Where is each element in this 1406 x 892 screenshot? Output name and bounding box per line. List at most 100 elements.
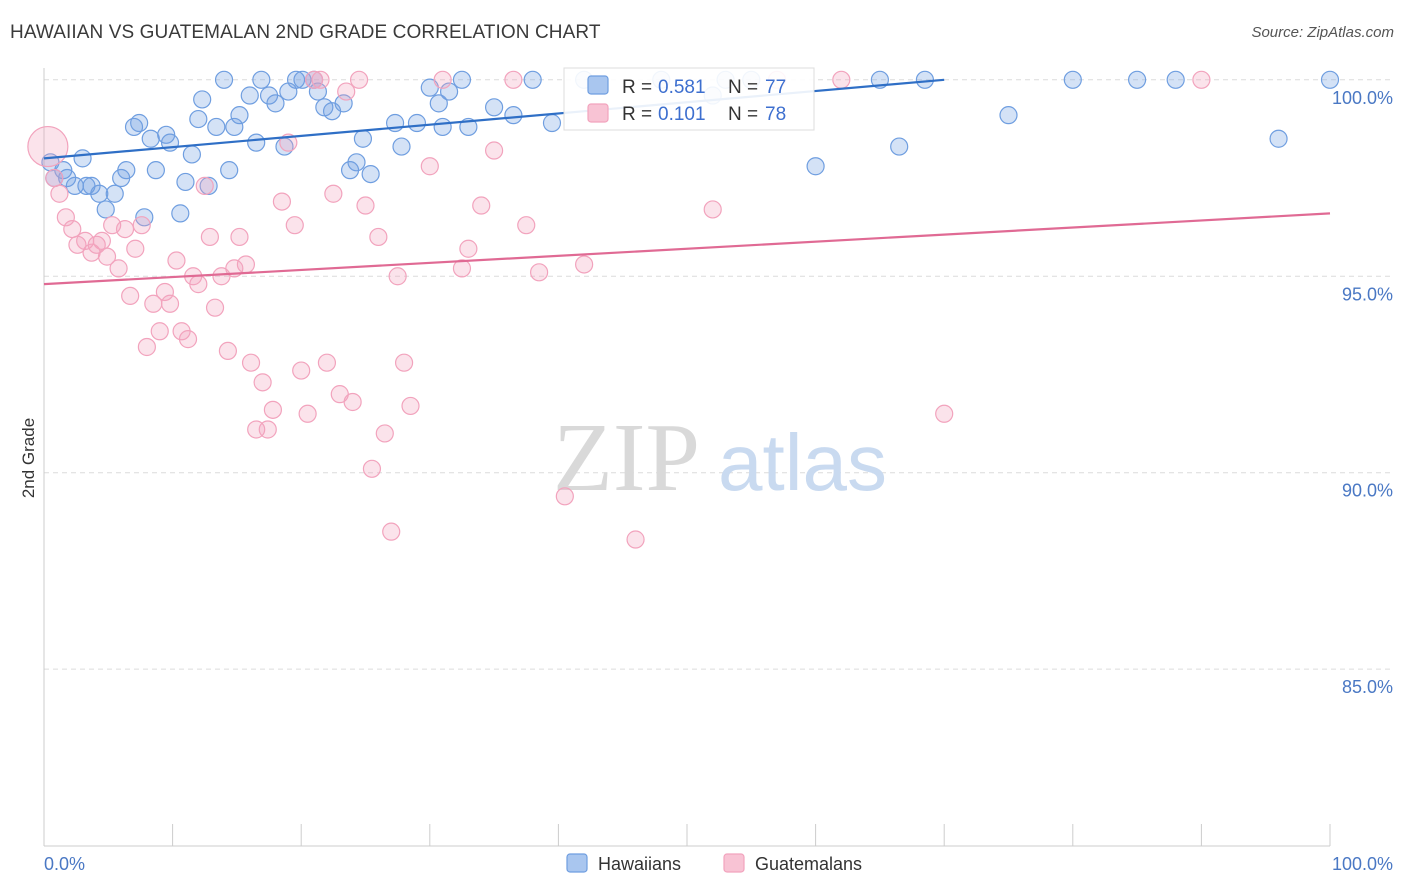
guatemalan-point-20 xyxy=(155,282,174,302)
hawaiian-point-7 xyxy=(82,176,101,195)
stats-n-label-guatemalans: N = xyxy=(728,104,758,125)
hawaiian-point-58 xyxy=(485,98,504,117)
guatemalan-point-58 xyxy=(388,267,407,286)
guatemalan-point-27 xyxy=(195,176,214,195)
guatemalan-point-48 xyxy=(324,184,343,203)
guatemalan-point-71 xyxy=(575,255,594,274)
watermark: ZIP atlas xyxy=(553,404,887,512)
guatemalan-point-26 xyxy=(189,275,208,294)
hawaiian-point-3 xyxy=(58,168,77,188)
hawaiian-point-14 xyxy=(130,113,149,133)
legend-swatch-hawaiians[interactable] xyxy=(566,853,588,873)
legend-swatch-guatemalans[interactable] xyxy=(723,853,745,873)
guatemalan-point-29 xyxy=(205,298,225,317)
hawaiian-point-54 xyxy=(433,117,452,137)
legend-label-guatemalans[interactable]: Guatemalans xyxy=(755,854,862,874)
hawaiian-point-72 xyxy=(1063,70,1082,89)
hawaiian-point-8 xyxy=(90,184,109,203)
hawaiian-point-60 xyxy=(523,70,542,89)
guatemalan-point-62 xyxy=(433,70,452,89)
guatemalan-point-17 xyxy=(137,337,156,357)
guatemalan-point-67 xyxy=(504,70,523,89)
guatemalan-point-24 xyxy=(178,330,198,349)
y-tick-labels: 100.0% 95.0% 90.0% 85.0% xyxy=(1332,88,1393,697)
hawaiian-point-73 xyxy=(1127,70,1147,89)
hawaiian-point-25 xyxy=(199,176,218,195)
legend-label-hawaiians[interactable]: Hawaiians xyxy=(598,854,681,874)
hawaiian-point-74 xyxy=(1166,70,1185,89)
guatemalan-point-42 xyxy=(285,216,304,235)
guatemalan-point-65 xyxy=(472,196,491,215)
guatemalan-point-14 xyxy=(121,286,140,305)
stats-r-value-hawaiians: 0.581 xyxy=(658,77,706,98)
guatemalan-point-64 xyxy=(459,239,478,258)
grid-lines xyxy=(44,79,1394,670)
stats-swatch-hawaiians xyxy=(587,75,609,95)
hawaiian-point-30 xyxy=(230,106,249,125)
stats-n-value-guatemalans: 78 xyxy=(765,104,786,125)
watermark-zip: ZIP xyxy=(553,404,700,512)
source-label: Source: ZipAtlas.com xyxy=(1251,24,1394,41)
x-tick-labels: 0.0% 100.0% xyxy=(44,854,1393,874)
stats-r-label-hawaiians: R = xyxy=(622,77,652,98)
guatemalan-point-68 xyxy=(517,216,536,235)
x-tick-label-0: 0.0% xyxy=(44,854,85,874)
hawaiian-point-55 xyxy=(439,82,459,101)
hawaiian-point-20 xyxy=(171,204,190,223)
hawaiian-point-61 xyxy=(542,113,562,133)
hawaiian-point-44 xyxy=(334,94,353,113)
hawaiian-point-76 xyxy=(1320,70,1340,89)
hawaiian-point-32 xyxy=(247,133,266,152)
hawaiian-point-46 xyxy=(347,153,366,172)
guatemalan-point-59 xyxy=(394,353,414,372)
guatemalan-point-75 xyxy=(832,70,851,89)
hawaiian-point-59 xyxy=(504,106,523,125)
guatemalan-point-31 xyxy=(218,341,237,361)
hawaiian-point-31 xyxy=(240,86,259,105)
hawaiian-point-75 xyxy=(1269,129,1288,148)
guatemalan-point-51 xyxy=(343,392,362,412)
hawaiian-point-41 xyxy=(308,82,328,101)
hawaiian-point-5 xyxy=(73,149,92,168)
hawaiian-point-27 xyxy=(214,70,234,89)
guatemalan-point-12 xyxy=(109,259,128,278)
guatemalan-point-13 xyxy=(115,220,135,239)
guatemalan-point-22 xyxy=(167,251,186,270)
hawaiian-point-38 xyxy=(286,70,306,89)
guatemalan-point-73 xyxy=(703,200,722,219)
hawaiian-point-23 xyxy=(189,109,208,129)
hawaiian-point-71 xyxy=(999,106,1018,125)
guatemalan-point-2 xyxy=(50,184,69,203)
guatemalan-point-77 xyxy=(1192,70,1211,89)
stats-swatch-guatemalans xyxy=(587,103,609,123)
hawaiian-point-53 xyxy=(429,94,448,113)
guatemalan-point-39 xyxy=(263,400,283,419)
guatemalan-point-3 xyxy=(56,208,75,227)
guatemalan-point-0 xyxy=(27,125,69,168)
y-tick-label-3: 85.0% xyxy=(1342,677,1393,697)
guatemalan-point-21 xyxy=(160,294,180,313)
guatemalan-point-66 xyxy=(485,141,504,160)
hawaiian-point-47 xyxy=(353,129,373,148)
guatemalan-point-47 xyxy=(317,353,337,372)
x-tick-label-1: 100.0% xyxy=(1332,854,1393,874)
guatemalan-point-70 xyxy=(555,487,574,506)
guatemalan-point-46 xyxy=(311,70,330,89)
guatemalan-point-37 xyxy=(253,373,272,392)
hawaiian-point-26 xyxy=(207,117,226,137)
y-tick-label-1: 95.0% xyxy=(1342,284,1393,304)
hawaiian-point-33 xyxy=(252,70,271,89)
guatemalan-point-44 xyxy=(298,404,317,423)
watermark-atlas: atlas xyxy=(718,418,887,507)
guatemalan-point-15 xyxy=(126,239,145,258)
guatemalan-point-28 xyxy=(200,227,219,247)
hawaiian-point-17 xyxy=(146,161,165,180)
guatemalan-point-57 xyxy=(382,522,401,541)
stats-n-label-hawaiians: N = xyxy=(728,77,758,98)
series-legend: Hawaiians Guatemalans xyxy=(566,853,862,874)
guatemalan-trend-line xyxy=(43,212,1331,286)
hawaiian-point-16 xyxy=(141,129,160,148)
guatemalan-point-56 xyxy=(375,424,394,443)
guatemalan-point-40 xyxy=(272,192,292,211)
